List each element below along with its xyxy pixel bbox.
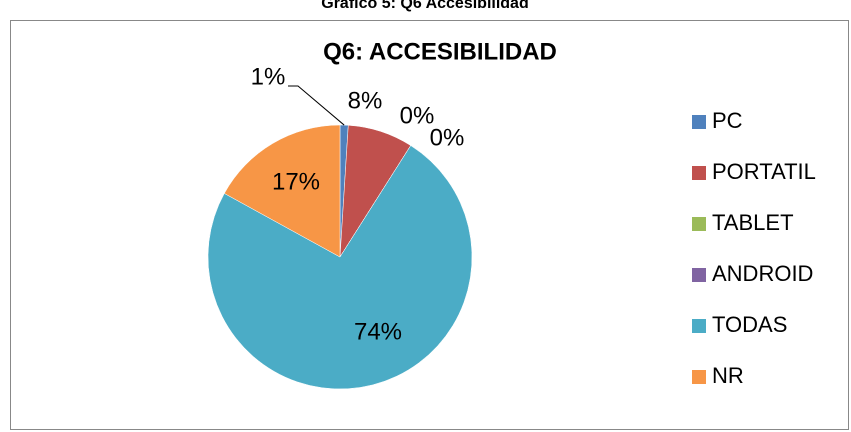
legend-swatch — [692, 370, 706, 384]
leader-line — [288, 85, 345, 126]
data-label: 17% — [272, 168, 320, 195]
data-label: 0% — [400, 102, 435, 129]
pie-slice — [223, 124, 341, 258]
caption: Gráfico 5: Q6 Accesibilidad — [321, 0, 528, 12]
legend-swatch — [692, 319, 706, 333]
data-label: 1% — [251, 63, 286, 90]
data-label: 8% — [348, 87, 383, 114]
legend-label: PORTATIL — [712, 159, 816, 184]
legend-label: PC — [712, 108, 743, 133]
data-label: 0% — [430, 124, 465, 151]
legend-swatch — [692, 166, 706, 180]
chart-title: Q6: ACCESIBILIDAD — [323, 38, 557, 65]
legend-label: ANDROID — [712, 261, 813, 286]
data-label: 74% — [354, 318, 402, 345]
pie-slice — [207, 145, 473, 390]
legend-label: TABLET — [712, 210, 794, 235]
legend-label: NR — [712, 363, 744, 388]
legend-swatch — [692, 217, 706, 231]
legend-swatch — [692, 268, 706, 282]
legend-label: TODAS — [712, 312, 787, 337]
legend-swatch — [692, 115, 706, 129]
